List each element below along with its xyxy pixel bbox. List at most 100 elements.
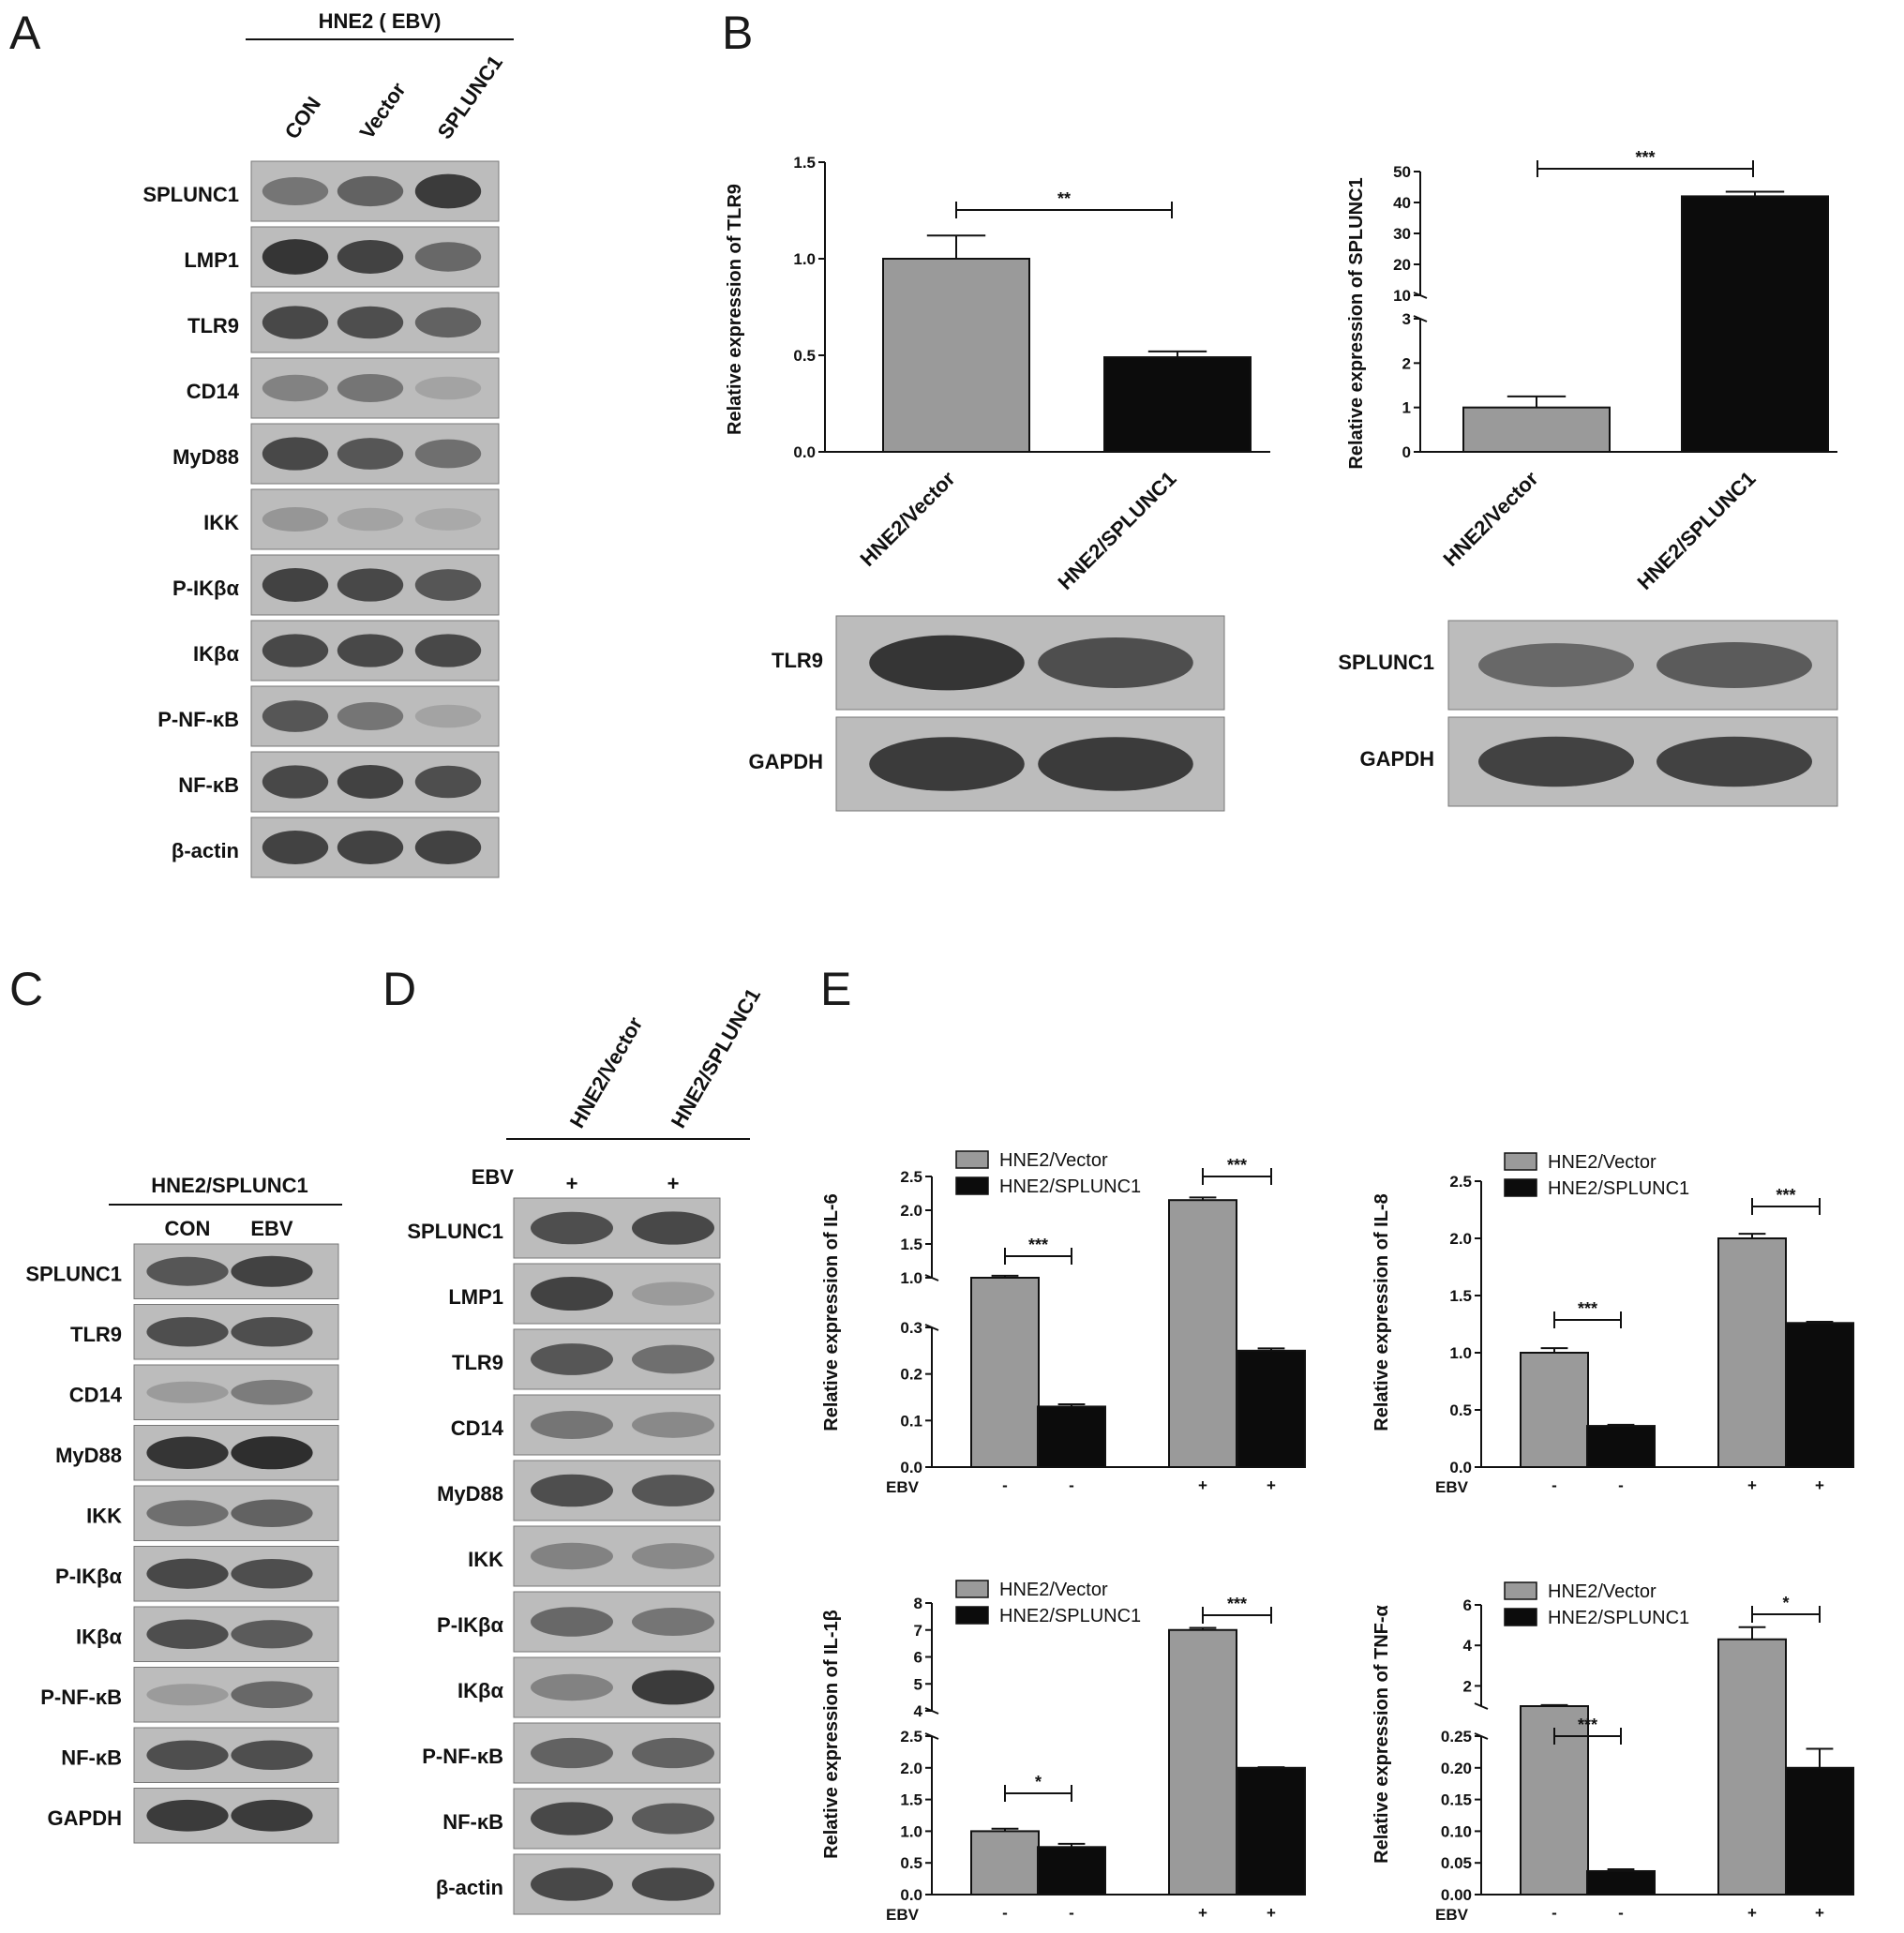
axis-break-mark	[1474, 1702, 1489, 1740]
cytokine-ebv-value: -	[1552, 1476, 1557, 1494]
panel-a-row-label: CD14	[187, 380, 240, 403]
bar	[1717, 1638, 1787, 1896]
cytokine-ebv-value: +	[1747, 1904, 1757, 1922]
panel-c-row-band	[146, 1436, 229, 1469]
panel-c-lane-label: CON	[165, 1217, 211, 1240]
panel-d-row-band	[531, 1276, 613, 1311]
panel-a-row-band	[337, 702, 404, 730]
y-tick-label: 40	[1393, 194, 1411, 212]
panel-c-row-label: P-IKβα	[55, 1565, 122, 1588]
panel-b-tlr9-blot-band	[869, 635, 1025, 691]
cytokine-ebv-value: +	[1815, 1476, 1824, 1494]
y-tick-label: 30	[1393, 225, 1411, 243]
legend-label-vector: HNE2/Vector	[1548, 1152, 1657, 1173]
panel-label-e: E	[820, 963, 851, 1015]
cytokine-ebv-label: EBV	[1435, 1906, 1469, 1924]
cytokine-ebv-value: +	[1267, 1904, 1276, 1922]
panel-d-ebv-value: +	[566, 1172, 578, 1195]
y-tick-label: 7	[914, 1622, 922, 1640]
cytokine-ebv-value: -	[1618, 1476, 1624, 1494]
panel-b-splunc1-blot-band	[1657, 736, 1812, 787]
panel-d-row-band	[531, 1737, 613, 1769]
panel-a-row-band	[337, 239, 404, 275]
panel-d-row-band	[632, 1867, 714, 1901]
panel-d-row-label: P-IKβα	[437, 1613, 503, 1637]
panel-b-splunc1-ylabel: Relative expression of SPLUNC1	[1346, 177, 1367, 469]
cytokine-ebv-value: +	[1747, 1476, 1757, 1494]
panel-d-row-label: LMP1	[448, 1285, 503, 1309]
panel-c-row-band	[146, 1316, 229, 1347]
y-tick-label: 2.5	[1449, 1173, 1472, 1191]
panel-e-cytokine-charts: Relative expression of IL-6 HNE2/Vector HN…	[821, 1150, 1854, 1924]
cytokine-ylabel: Relative expression of TNF-α	[1372, 1604, 1392, 1863]
panel-a-row-band	[262, 700, 329, 732]
panel-a-row-band	[262, 306, 329, 339]
significance-label: ***	[1028, 1236, 1048, 1254]
y-tick-label: 2.5	[900, 1168, 922, 1186]
cytokine-ebv-value: +	[1815, 1904, 1824, 1922]
legend-label-vector: HNE2/Vector	[999, 1580, 1108, 1600]
panel-b-splunc1-xlabel: HNE2/SPLUNC1	[1632, 467, 1760, 594]
y-tick-label: 20	[1393, 256, 1411, 274]
panel-c-row-band	[146, 1500, 229, 1527]
axis-break-mark	[1413, 292, 1428, 322]
panel-a-row-band	[262, 177, 329, 205]
panel-c-row-band	[231, 1740, 313, 1771]
panel-a-row-band	[414, 173, 482, 209]
panel-d-row-label: IKβα	[457, 1679, 503, 1702]
panel-a-row-band	[262, 374, 329, 402]
bar	[1168, 1628, 1237, 1896]
y-tick-label: 0.3	[900, 1319, 922, 1337]
panel-c-row-label: IKK	[86, 1504, 122, 1527]
panel-d-row-band	[531, 1474, 613, 1507]
bar	[970, 1830, 1040, 1896]
y-tick-label: 0.0	[793, 443, 816, 461]
panel-d-ebv-value: +	[667, 1172, 680, 1195]
bar	[1237, 1766, 1306, 1896]
y-tick-label: 0.5	[1449, 1401, 1472, 1419]
panel-label-c: C	[9, 963, 43, 1015]
panel-c-row-band	[231, 1436, 313, 1470]
cytokine-chart: Relative expression of IL-6 HNE2/Vector HN…	[821, 1150, 1306, 1496]
panel-b-tlr9-blot-label: GAPDH	[749, 750, 823, 773]
panel-c-row-label: CD14	[69, 1383, 123, 1406]
panel-c-row-band	[146, 1799, 229, 1832]
y-tick-label: 5	[914, 1675, 922, 1693]
cytokine-ebv-value: -	[1552, 1904, 1557, 1922]
y-tick-label: 0.0	[1449, 1459, 1472, 1476]
panel-c-row-band	[146, 1381, 229, 1403]
panel-a-row-label: IKβα	[193, 642, 239, 666]
panel-d-row-label: MyD88	[437, 1482, 503, 1506]
y-tick-label: 1.5	[900, 1236, 922, 1253]
panel-d-row-strip	[513, 1525, 721, 1587]
panel-d-row-label: CD14	[451, 1416, 504, 1440]
legend-swatch-splunc1	[955, 1606, 989, 1625]
bar	[882, 258, 1030, 453]
y-tick-label: 0.5	[793, 347, 816, 365]
panel-d-row-band	[632, 1475, 714, 1506]
panel-a-row-band	[337, 175, 404, 207]
panel-d-row-label: TLR9	[452, 1351, 503, 1374]
panel-d-row-band	[632, 1670, 714, 1705]
y-tick-label: 1.0	[900, 1822, 922, 1840]
bar	[1785, 1322, 1854, 1469]
panel-a-western-blot: HNE2 ( EBV) CON Vector SPLUNC1 SPLUNC1 LMP1 TL…	[142, 9, 514, 878]
cytokine-chart: Relative expression of TNF-α HNE2/Vector H…	[1372, 1581, 1854, 1924]
cytokine-ebv-value: -	[1069, 1476, 1074, 1494]
panel-d-row-label: P-NF-κB	[422, 1745, 503, 1768]
y-tick-label: 1.5	[1449, 1287, 1472, 1305]
panel-d-row-band	[632, 1543, 714, 1569]
panel-b-tlr9-blot-band	[1038, 737, 1193, 791]
cytokine-ebv-value: -	[1069, 1904, 1074, 1922]
bar	[1168, 1199, 1237, 1468]
legend-label-splunc1: HNE2/SPLUNC1	[1548, 1608, 1689, 1628]
panel-b-splunc1-xlabel: HNE2/Vector	[1438, 467, 1542, 571]
panel-a-row-band	[337, 634, 404, 667]
panel-a-row-band	[262, 567, 329, 603]
significance-label: **	[1057, 189, 1071, 208]
panel-b-tlr9-ylabel: Relative expression of TLR9	[725, 184, 745, 435]
bar	[1037, 1405, 1106, 1469]
legend-swatch-vector	[1504, 1152, 1537, 1171]
legend-swatch-vector	[1504, 1581, 1537, 1600]
legend-label-vector: HNE2/Vector	[999, 1150, 1108, 1171]
